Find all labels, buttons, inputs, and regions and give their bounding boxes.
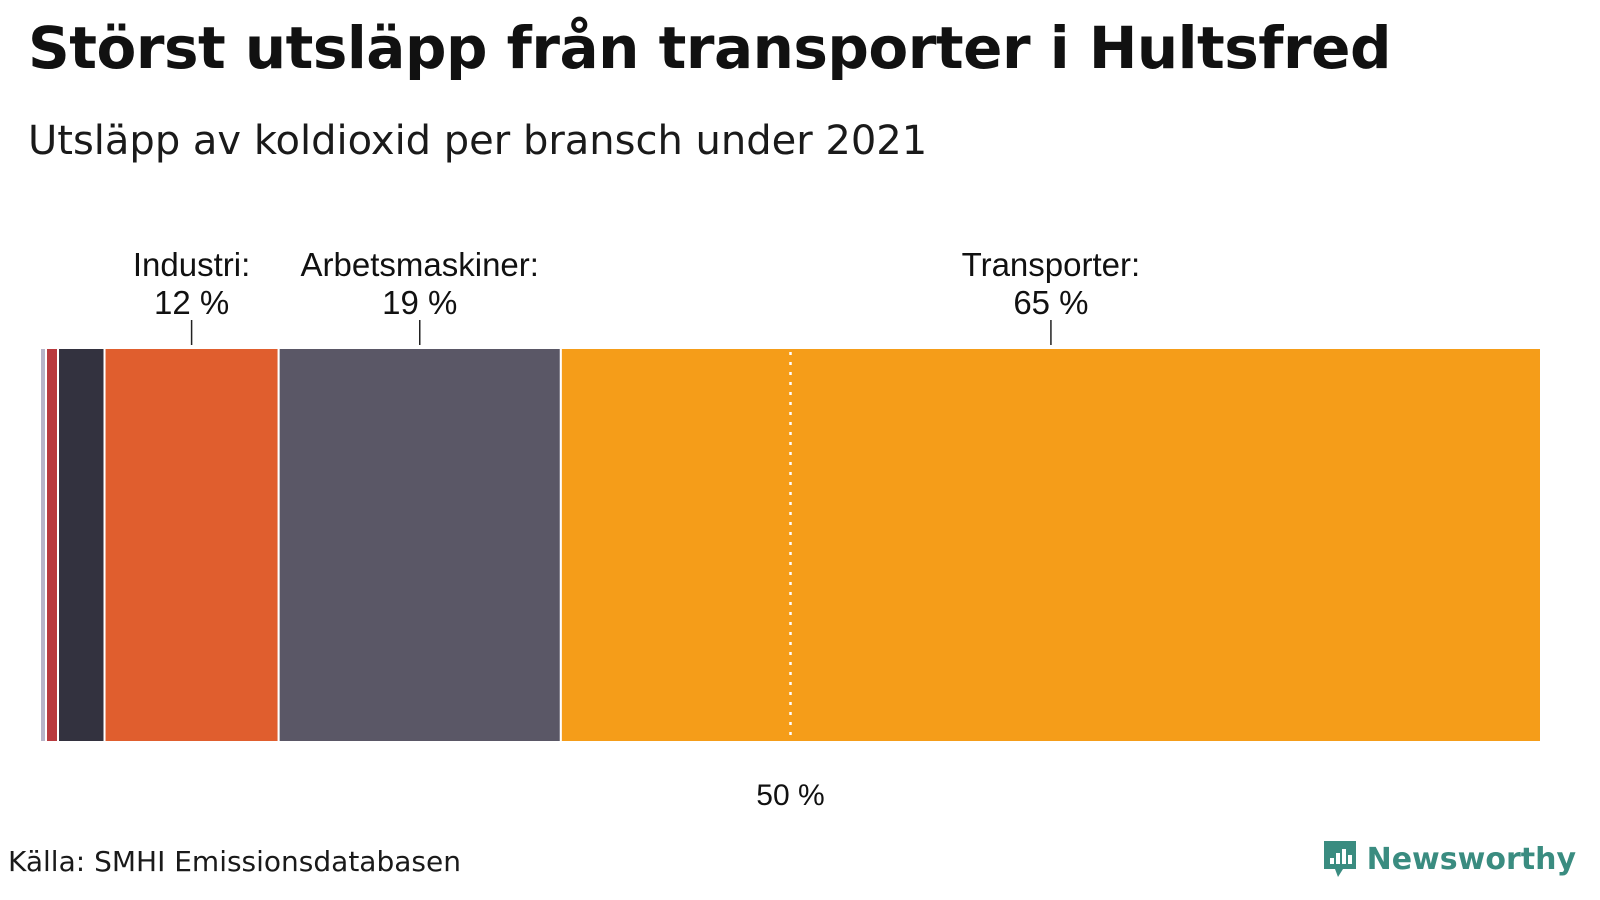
segment-value-industri: 12 %	[154, 284, 229, 321]
newsworthy-logo-icon	[1323, 841, 1356, 877]
reference-line-label: 50 %	[756, 779, 824, 812]
source-note: Källa: SMHI Emissionsdatabasen	[8, 845, 461, 878]
bar-segment-industri	[103, 347, 280, 743]
brand-name: Newsworthy	[1366, 841, 1576, 877]
segment-label-industri: Industri:	[133, 246, 250, 283]
chart-subtitle: Utsläpp av koldioxid per bransch under 2…	[28, 118, 928, 164]
segment-value-transporter: 65 %	[1013, 284, 1088, 321]
segment-value-arbetsmaskiner: 19 %	[382, 284, 457, 321]
bar-segment-arbetsmaskiner	[277, 347, 562, 743]
brand-logo: Newsworthy	[1321, 838, 1576, 880]
bar-segment-transporter	[559, 347, 1542, 743]
bar-segment--vrigt-3	[57, 347, 106, 743]
chart-title: Störst utsläpp från transporter i Hultsf…	[28, 14, 1391, 82]
segment-label-arbetsmaskiner: Arbetsmaskiner:	[301, 246, 539, 283]
bar-segment--vrigt-2	[45, 347, 60, 743]
segment-label-transporter: Transporter:	[962, 246, 1141, 283]
